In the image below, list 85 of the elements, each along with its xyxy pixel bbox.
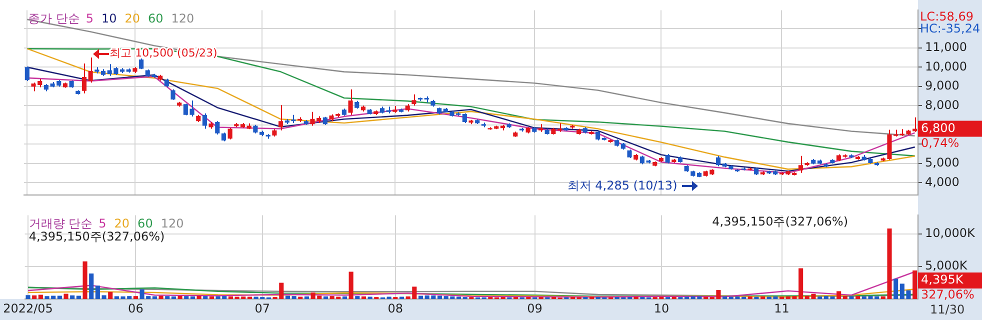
- bar: [818, 296, 822, 299]
- bar: [165, 296, 170, 299]
- bar: [203, 296, 208, 299]
- x-tick-label: 10: [654, 301, 670, 316]
- text: 5: [98, 216, 106, 230]
- bar: [849, 296, 854, 299]
- annotation: 4,395,150주(327,06%): [712, 214, 848, 228]
- bar: [355, 296, 360, 299]
- text: 60: [138, 216, 153, 230]
- bar: [76, 296, 81, 299]
- bar: [178, 296, 182, 299]
- bar: [108, 292, 113, 299]
- text: LC:58,69: [920, 9, 974, 24]
- bar: [292, 296, 296, 299]
- x-tick-label: 2022/05: [3, 301, 53, 316]
- text: 327,06%: [921, 288, 974, 302]
- bar: [57, 296, 62, 299]
- bar: [133, 296, 138, 299]
- bar: [323, 296, 328, 299]
- legend-title: 종가 단순: [28, 11, 80, 26]
- y-tick-label: 4,000: [925, 174, 960, 189]
- bar: [836, 291, 842, 299]
- bar: [38, 294, 43, 299]
- bar: [26, 295, 30, 299]
- text: 10: [101, 11, 117, 26]
- y-tick-label: 8,000: [925, 98, 960, 112]
- annotation: 최저 4,285 (10/13): [567, 178, 678, 192]
- y-tick-label: 5,000K: [925, 258, 968, 273]
- text: 5: [86, 11, 94, 26]
- bar: [184, 296, 189, 299]
- bar: [760, 296, 766, 299]
- bar: [152, 296, 157, 299]
- x-tick-label: 06: [128, 301, 144, 316]
- bar: [361, 296, 366, 299]
- candlestick: [392, 106, 398, 114]
- x-tick-label: 07: [254, 301, 270, 316]
- x-tick-label: 09: [527, 301, 542, 316]
- y-tick-label: 11,000: [925, 40, 967, 54]
- bar: [348, 272, 354, 299]
- candlestick: [760, 171, 765, 176]
- bar: [842, 296, 848, 299]
- candlestick: [538, 124, 544, 132]
- candlestick: [608, 139, 613, 144]
- candlestick: [735, 168, 740, 172]
- bar: [894, 278, 898, 299]
- bar: [418, 296, 424, 299]
- bar: [856, 296, 860, 299]
- bar: [158, 296, 164, 299]
- bar: [196, 296, 202, 299]
- bar: [437, 296, 442, 299]
- bar: [722, 296, 728, 299]
- series-label: 120: [171, 11, 194, 26]
- candlestick: [234, 122, 239, 128]
- series-label: 60: [148, 11, 164, 26]
- bar: [209, 296, 214, 299]
- bar: [70, 295, 75, 299]
- bar: [285, 296, 290, 299]
- x-tick-label: 11: [774, 301, 790, 316]
- y-tick-label: 9,000: [925, 78, 960, 93]
- bar: [89, 273, 94, 299]
- text: 11/30: [930, 302, 965, 317]
- bar: [748, 296, 752, 299]
- bar: [82, 261, 88, 299]
- text: 0,74%: [921, 136, 960, 150]
- x-tick-label: 08: [388, 301, 404, 316]
- text: 20: [124, 11, 140, 26]
- y-tick-label: 5,000: [925, 156, 960, 170]
- y-tick-label: 10,000: [925, 59, 967, 74]
- text: 120: [160, 216, 184, 230]
- text: 20: [114, 216, 130, 230]
- bar: [64, 294, 68, 299]
- text: 4,395K: [921, 272, 964, 287]
- candlestick: [398, 108, 404, 113]
- bar: [32, 295, 37, 299]
- bar: [304, 296, 310, 299]
- bar: [171, 296, 176, 299]
- bar: [228, 296, 233, 299]
- y-tick-label: 10,000K: [925, 226, 976, 240]
- annotation: 4,395,150주(327,06%): [28, 229, 165, 244]
- legend-title: 거래량 단순: [28, 216, 93, 230]
- bar: [342, 296, 348, 299]
- text: HC:-35,24: [920, 21, 980, 36]
- text: 6,800: [921, 120, 956, 135]
- candlestick: [94, 66, 100, 74]
- bar: [190, 296, 195, 299]
